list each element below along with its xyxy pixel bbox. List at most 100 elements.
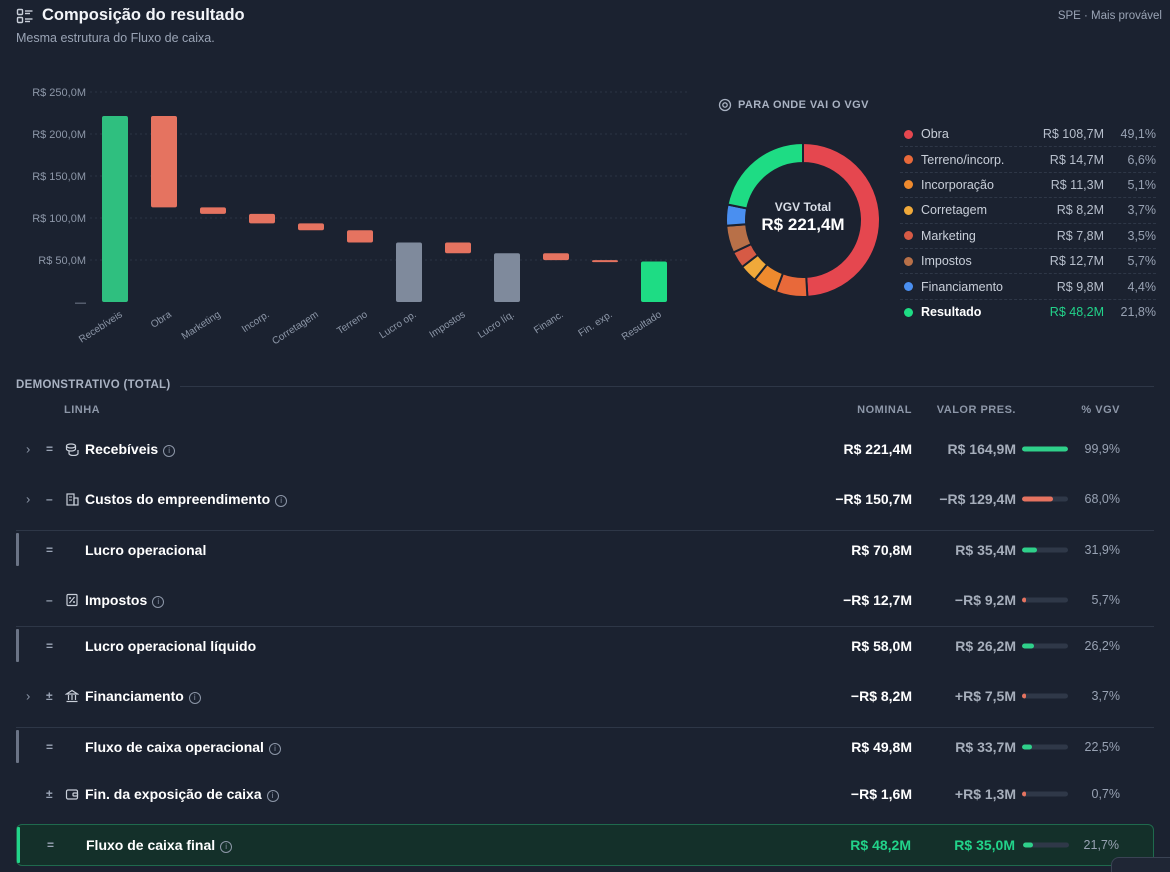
waterfall-bar[interactable] (592, 260, 618, 263)
row-label: Recebíveis i (85, 441, 176, 457)
legend-value: R$ 48,2M (1049, 305, 1104, 320)
waterfall-bar[interactable] (102, 116, 128, 302)
waterfall-bar[interactable] (445, 242, 471, 254)
expand-chevron-icon[interactable]: › (26, 688, 31, 704)
legend-item[interactable]: Marketing R$ 7,8M 3,5% (900, 224, 1156, 249)
row-sign: – (46, 593, 53, 607)
table-row-custos-do-empreendimento[interactable]: › – Custos do empreendimento i −R$ 150,7M −R$… (16, 475, 1154, 523)
row-nominal: R$ 221,4M (843, 441, 912, 457)
table-row-lucro-operacional: = Lucro operacional R$ 70,8M R$ 35,4M 31,9% (16, 530, 1154, 568)
info-icon[interactable]: i (268, 742, 281, 755)
x-tick-label: Corretagem (270, 309, 320, 347)
coins-icon (65, 443, 79, 456)
pct-bar (1022, 643, 1068, 648)
legend-item[interactable]: Financiamento R$ 9,8M 4,4% (900, 274, 1156, 300)
row-sign: = (47, 838, 55, 852)
legend-item[interactable]: Corretagem R$ 8,2M 3,7% (900, 198, 1157, 224)
row-pct-vgv: 31,9% (1084, 542, 1120, 557)
row-pct-vgv: 99,9% (1084, 442, 1120, 456)
waterfall-bar[interactable] (200, 207, 226, 214)
legend-label: Marketing (921, 228, 976, 243)
row-nominal: −R$ 8,2M (850, 688, 912, 704)
waterfall-bar[interactable] (151, 116, 177, 208)
row-accent-bar (16, 533, 19, 566)
table-row-fin-da-exposicao-de-caixa: ± Fin. da exposição de caixa i −R$ 1,6M +R$ … (16, 770, 1154, 818)
page-title: Composição do resultado (42, 6, 245, 24)
legend-dot (904, 256, 913, 266)
legend-percent: 21,8% (1120, 305, 1156, 320)
waterfall-bar[interactable] (494, 253, 520, 302)
row-sign: = (46, 739, 54, 754)
legend-item[interactable]: Resultado R$ 48,2M 21,8% (900, 300, 1156, 325)
legend-label: Corretagem (921, 203, 987, 218)
info-icon[interactable]: i (275, 495, 288, 507)
legend-item[interactable]: Obra R$ 108,7M 49,1% (900, 122, 1156, 148)
row-sign: ± (46, 787, 53, 801)
legend-label: Impostos (921, 254, 972, 269)
legend-label: Terreno/incorp. (921, 152, 1005, 167)
info-icon[interactable]: i (152, 596, 165, 608)
waterfall-bar[interactable] (249, 213, 275, 224)
legend-dot (904, 231, 913, 241)
header-nominal: NOMINAL (857, 404, 912, 416)
legend-dot (904, 180, 913, 190)
y-tick-label: — (75, 297, 86, 309)
info-icon[interactable]: i (266, 790, 279, 802)
donut-slice[interactable] (726, 141, 804, 210)
page-subtitle: Mesma estrutura do Fluxo de caixa. (16, 31, 215, 45)
donut-chart (725, 141, 881, 298)
waterfall-bar[interactable] (347, 230, 373, 243)
scenario-label[interactable]: SPE · Mais provável (1057, 10, 1162, 22)
table-row-lucro-operacional-liquido: = Lucro operacional líquido R$ 58,0M R$ 26,… (16, 626, 1154, 664)
x-tick-label: Obra (149, 309, 174, 331)
row-label: Financiamento i (85, 688, 201, 704)
donut-title: PARA ONDE VAI O VGV (738, 99, 869, 111)
waterfall-bar[interactable] (641, 261, 667, 302)
row-label: Fluxo de caixa final i (86, 837, 233, 853)
floating-button[interactable] (1111, 857, 1170, 872)
table-row-recebiveis[interactable]: › = Recebíveis i R$ 221,4M R$ 164,9M 99,9% (16, 425, 1154, 473)
legend-item[interactable]: Impostos R$ 12,7M 5,7% (900, 249, 1156, 275)
section-title: DEMONSTRATIVO (TOTAL) (16, 379, 171, 391)
legend-value: R$ 8,2M (1056, 203, 1104, 218)
waterfall-bar[interactable] (298, 223, 324, 231)
row-label: Lucro operacional (85, 541, 207, 558)
table-row-financiamento[interactable]: › ± Financiamento i −R$ 8,2M +R$ 7,5M 3,7% (16, 672, 1154, 720)
legend-label: Resultado (921, 305, 982, 320)
legend-item[interactable]: Incorporação R$ 11,3M 5,1% (900, 173, 1157, 199)
header-pct-vgv: % VGV (1081, 404, 1120, 416)
target-icon (718, 98, 732, 112)
donut-slice[interactable] (802, 141, 881, 298)
legend-value: R$ 108,7M (1042, 127, 1104, 142)
legend-percent: 6,6% (1127, 152, 1157, 167)
row-pct-vgv: 5,7% (1091, 593, 1121, 607)
info-icon[interactable]: i (220, 841, 233, 853)
row-present-value: R$ 35,4M (955, 541, 1016, 558)
waterfall-bar[interactable] (543, 253, 569, 261)
legend-value: R$ 7,8M (1056, 228, 1104, 243)
waterfall-bar[interactable] (396, 242, 422, 302)
legend-percent: 3,7% (1127, 203, 1157, 218)
row-sign: – (46, 492, 53, 506)
table-row-fluxo-de-caixa-final: = Fluxo de caixa final i R$ 48,2M R$ 35,0M 21… (16, 824, 1154, 866)
legend-dot (904, 155, 913, 165)
info-icon[interactable]: i (163, 445, 176, 457)
y-tick-label: R$ 200,0M (32, 129, 86, 141)
legend-percent: 49,1% (1120, 127, 1156, 142)
expand-chevron-icon[interactable]: › (26, 441, 31, 457)
row-present-value: −R$ 129,4M (939, 491, 1016, 507)
x-tick-label: Marketing (180, 309, 223, 342)
row-accent-bar (16, 629, 19, 662)
row-nominal: −R$ 150,7M (835, 491, 912, 507)
row-present-value: R$ 164,9M (947, 441, 1016, 457)
legend-percent: 5,1% (1127, 177, 1157, 192)
x-tick-label: Terreno (335, 309, 370, 337)
info-icon[interactable]: i (188, 692, 201, 704)
legend-dot (904, 129, 913, 139)
expand-chevron-icon[interactable]: › (26, 491, 31, 507)
legend-item[interactable]: Terreno/incorp. R$ 14,7M 6,6% (900, 147, 1157, 173)
donut-center-label: VGV Total (774, 200, 832, 214)
pct-bar (1022, 547, 1068, 552)
pct-bar-fill (1022, 744, 1033, 749)
table-row-impostos: – Impostos i −R$ 12,7M −R$ 9,2M 5,7% (16, 576, 1154, 624)
